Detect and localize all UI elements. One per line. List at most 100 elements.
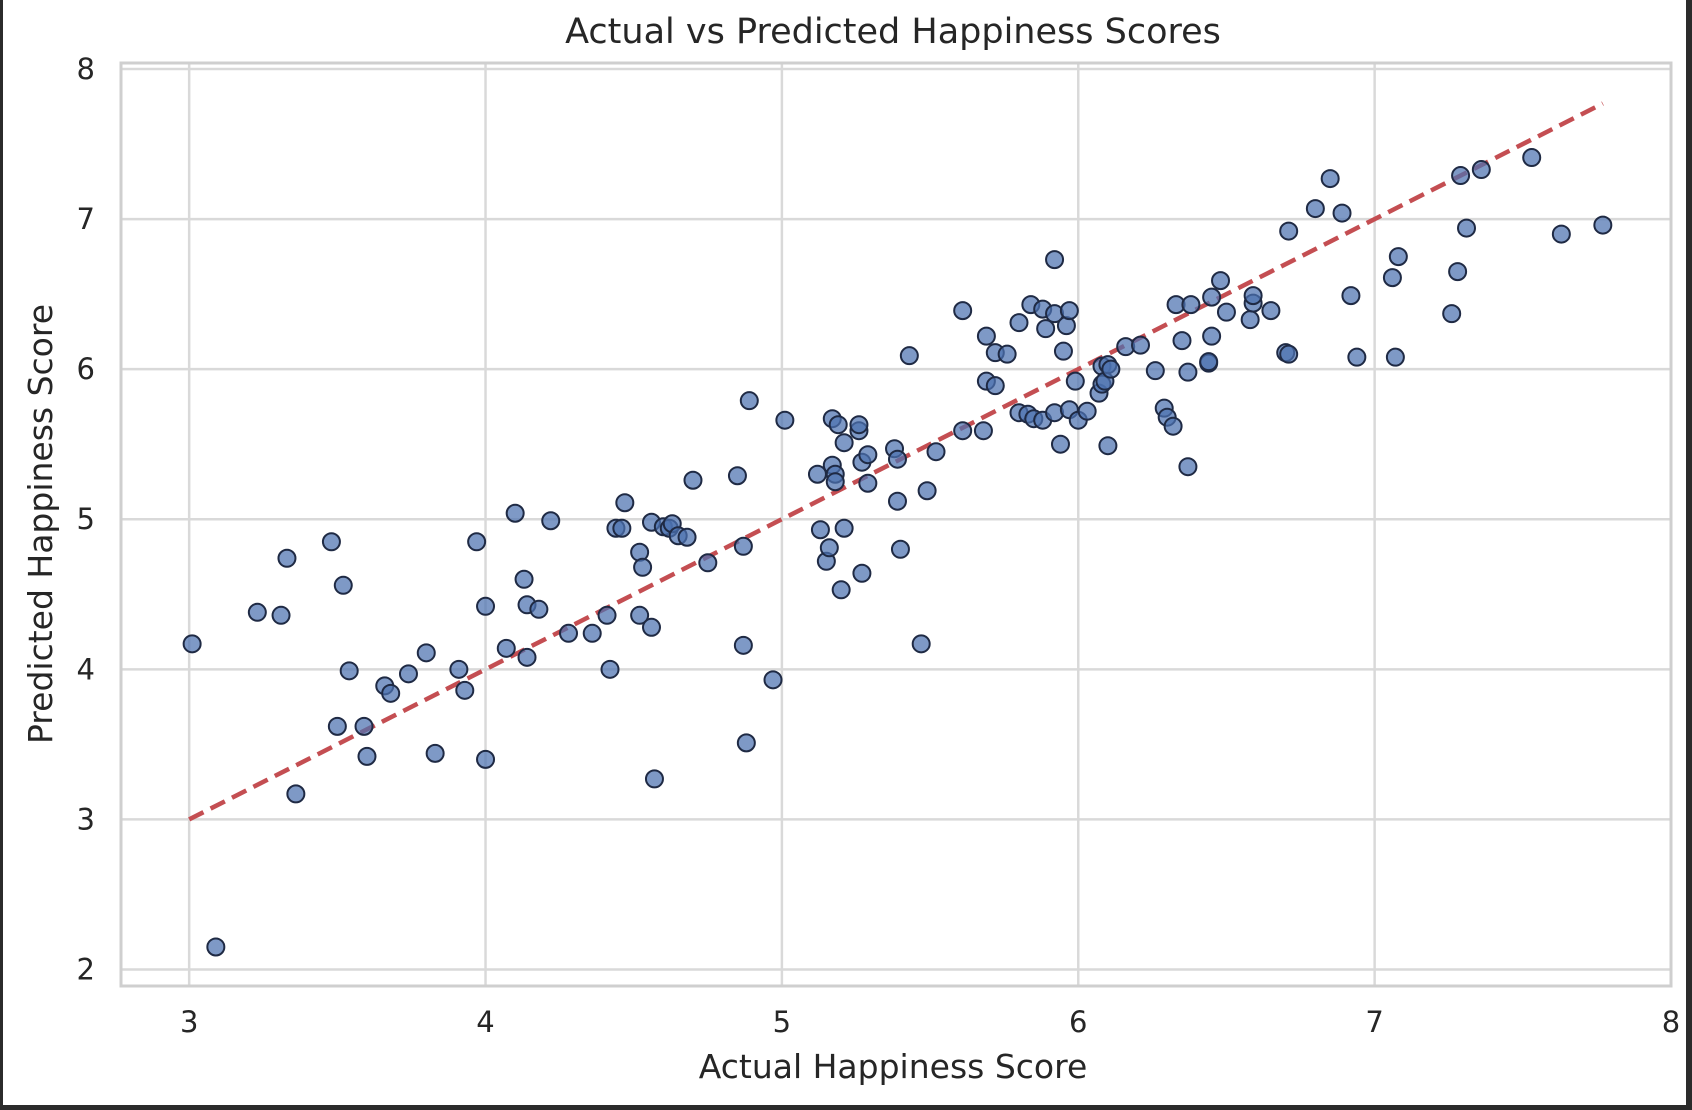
y-tick-label-2: 4 [77,652,95,686]
data-point-125 [1178,457,1198,477]
x-axis-ticks: 3 4 5 6 7 8 [180,1005,1680,1039]
data-point-124 [1178,362,1198,382]
plot-border [119,61,1673,988]
y-axis-label: Predicted Happiness Score [21,304,60,744]
data-point-27 [529,599,549,619]
data-point-147 [1388,247,1408,267]
data-point-29 [559,623,579,643]
data-point-67 [834,518,854,538]
data-point-3 [271,605,291,625]
data-point-65 [831,580,851,600]
data-point-82 [953,421,973,441]
data-point-7 [327,716,347,736]
data-point-104 [1059,301,1079,321]
data-point-108 [1077,401,1097,421]
data-point-139 [1279,221,1299,241]
data-point-117 [1131,335,1151,355]
data-point-57 [810,520,830,540]
data-point-48 [698,553,718,573]
data-point-64 [828,415,848,435]
data-point-40 [641,617,661,637]
data-point-142 [1332,203,1352,223]
chart-title: Actual vs Predicted Happiness Scores [565,12,1221,52]
data-point-76 [887,491,907,511]
data-point-77 [890,539,910,559]
data-point-46 [677,527,697,547]
data-point-83 [953,301,973,321]
data-point-84 [973,421,993,441]
data-point-103 [1056,316,1076,336]
x-tick-label-3: 6 [1069,1005,1087,1039]
data-point-131 [1211,271,1231,291]
data-point-32 [600,659,620,679]
data-point-75 [887,449,907,469]
data-point-50 [733,536,753,556]
y-axis-ticks: 2 3 4 5 6 7 8 [77,52,95,986]
data-point-130 [1202,326,1222,346]
data-point-37 [630,605,650,625]
x-tick-label-1: 4 [476,1005,494,1039]
data-point-26 [517,647,537,667]
y-tick-label-6: 8 [77,52,95,86]
data-point-146 [1385,347,1405,367]
data-point-9 [339,661,359,681]
data-point-152 [1471,160,1491,180]
data-point-63 [825,472,845,492]
data-point-30 [582,623,602,643]
data-point-133 [1240,310,1260,330]
data-point-17 [449,659,469,679]
data-point-79 [911,634,931,654]
data-point-31 [597,605,617,625]
data-point-21 [476,749,496,769]
data-point-128 [1199,352,1219,372]
data-point-41 [644,769,664,789]
data-point-49 [727,466,747,486]
data-point-143 [1341,286,1361,306]
data-point-98 [1045,250,1065,270]
data-point-53 [739,391,759,411]
data-point-6 [321,532,341,552]
data-point-88 [985,376,1005,396]
data-point-36 [630,542,650,562]
data-point-144 [1347,347,1367,367]
data-point-89 [997,344,1017,364]
data-point-55 [775,410,795,430]
y-tick-label-5: 7 [77,202,95,236]
data-point-5 [286,784,306,804]
data-point-141 [1320,169,1340,189]
x-tick-label-0: 3 [180,1005,198,1039]
data-point-51 [733,635,753,655]
data-point-8 [333,575,353,595]
data-point-154 [1551,224,1571,244]
data-point-129 [1202,287,1222,307]
data-point-47 [683,470,703,490]
scatter-chart: Actual vs Predicted Happiness Scores 3 4 5… [21,12,1680,1086]
data-point-0 [182,634,202,654]
data-point-153 [1522,148,1542,168]
data-point-78 [899,346,919,366]
data-point-2 [247,602,267,622]
data-point-14 [398,664,418,684]
data-point-4 [277,548,297,568]
data-point-102 [1053,341,1073,361]
plot-area [121,63,1671,986]
data-point-149 [1448,262,1468,282]
data-point-115 [1101,359,1121,379]
data-point-28 [541,511,561,531]
y-tick-label-3: 5 [77,502,95,536]
data-point-126 [1181,295,1201,315]
data-point-59 [819,538,839,558]
data-points [182,148,1613,957]
x-tick-label-2: 5 [773,1005,791,1039]
data-point-106 [1065,371,1085,391]
data-point-66 [834,433,854,453]
data-point-34 [612,518,632,538]
x-tick-label-5: 8 [1662,1005,1680,1039]
data-point-52 [736,733,756,753]
data-point-151 [1457,218,1477,238]
data-point-138 [1279,344,1299,364]
data-point-20 [476,596,496,616]
data-point-97 [1036,319,1056,339]
data-point-15 [416,643,436,663]
